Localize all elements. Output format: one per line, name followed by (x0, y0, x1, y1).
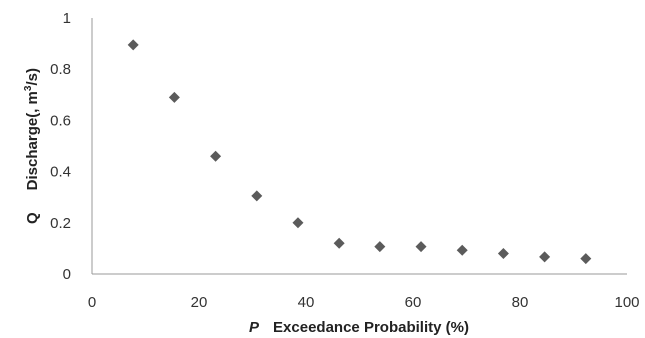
data-point-12 (580, 253, 592, 265)
data-point-10 (497, 248, 509, 260)
x-tick-label-0: 0 (88, 294, 96, 311)
data-point-9 (456, 244, 468, 256)
data-point-1 (127, 39, 139, 51)
x-axis-label: Exceedance Probability (%) (273, 319, 469, 336)
x-tick-label-2: 40 (298, 294, 315, 311)
data-points (127, 39, 592, 265)
y-tick-labels: 0 0.2 0.4 0.6 0.8 1 (50, 10, 71, 283)
y-axis-title-group: Q Discharge(, m3/s) (23, 68, 41, 224)
x-tick-label-5: 100 (614, 294, 639, 311)
data-point-6 (333, 237, 345, 249)
y-axis-title: Q Discharge(, m3/s) (23, 68, 41, 224)
data-point-2 (168, 91, 180, 103)
data-point-3 (210, 150, 222, 162)
y-tick-label-4: 0.8 (50, 61, 71, 78)
y-tick-label-2: 0.4 (50, 164, 71, 181)
x-tick-label-4: 80 (512, 294, 529, 311)
data-point-4 (251, 190, 263, 202)
y-axis-symbol: Q (24, 212, 41, 224)
y-axis-unit-tail: /s) (24, 68, 41, 86)
data-point-11 (539, 251, 551, 263)
y-tick-label-3: 0.6 (50, 112, 71, 129)
data-point-8 (415, 241, 427, 253)
y-tick-label-0: 0 (63, 266, 71, 283)
x-tick-label-1: 20 (191, 294, 208, 311)
data-point-5 (292, 217, 304, 229)
x-tick-label-3: 60 (405, 294, 422, 311)
y-axis-unit-base: m (24, 91, 41, 109)
data-point-7 (374, 241, 386, 253)
y-axis-label-comma: , (24, 109, 41, 113)
y-tick-label-1: 0.2 (50, 215, 71, 232)
x-axis-symbol: P (249, 319, 260, 336)
plot-area (91, 18, 627, 275)
y-axis-label-prefix: Discharge( (24, 113, 41, 191)
x-axis-title: P Exceedance Probability (%) (249, 319, 469, 336)
y-axis-unit-exponent: 3 (23, 85, 34, 91)
y-tick-label-5: 1 (63, 10, 71, 27)
x-tick-labels: 0 20 40 60 80 100 (88, 294, 640, 311)
